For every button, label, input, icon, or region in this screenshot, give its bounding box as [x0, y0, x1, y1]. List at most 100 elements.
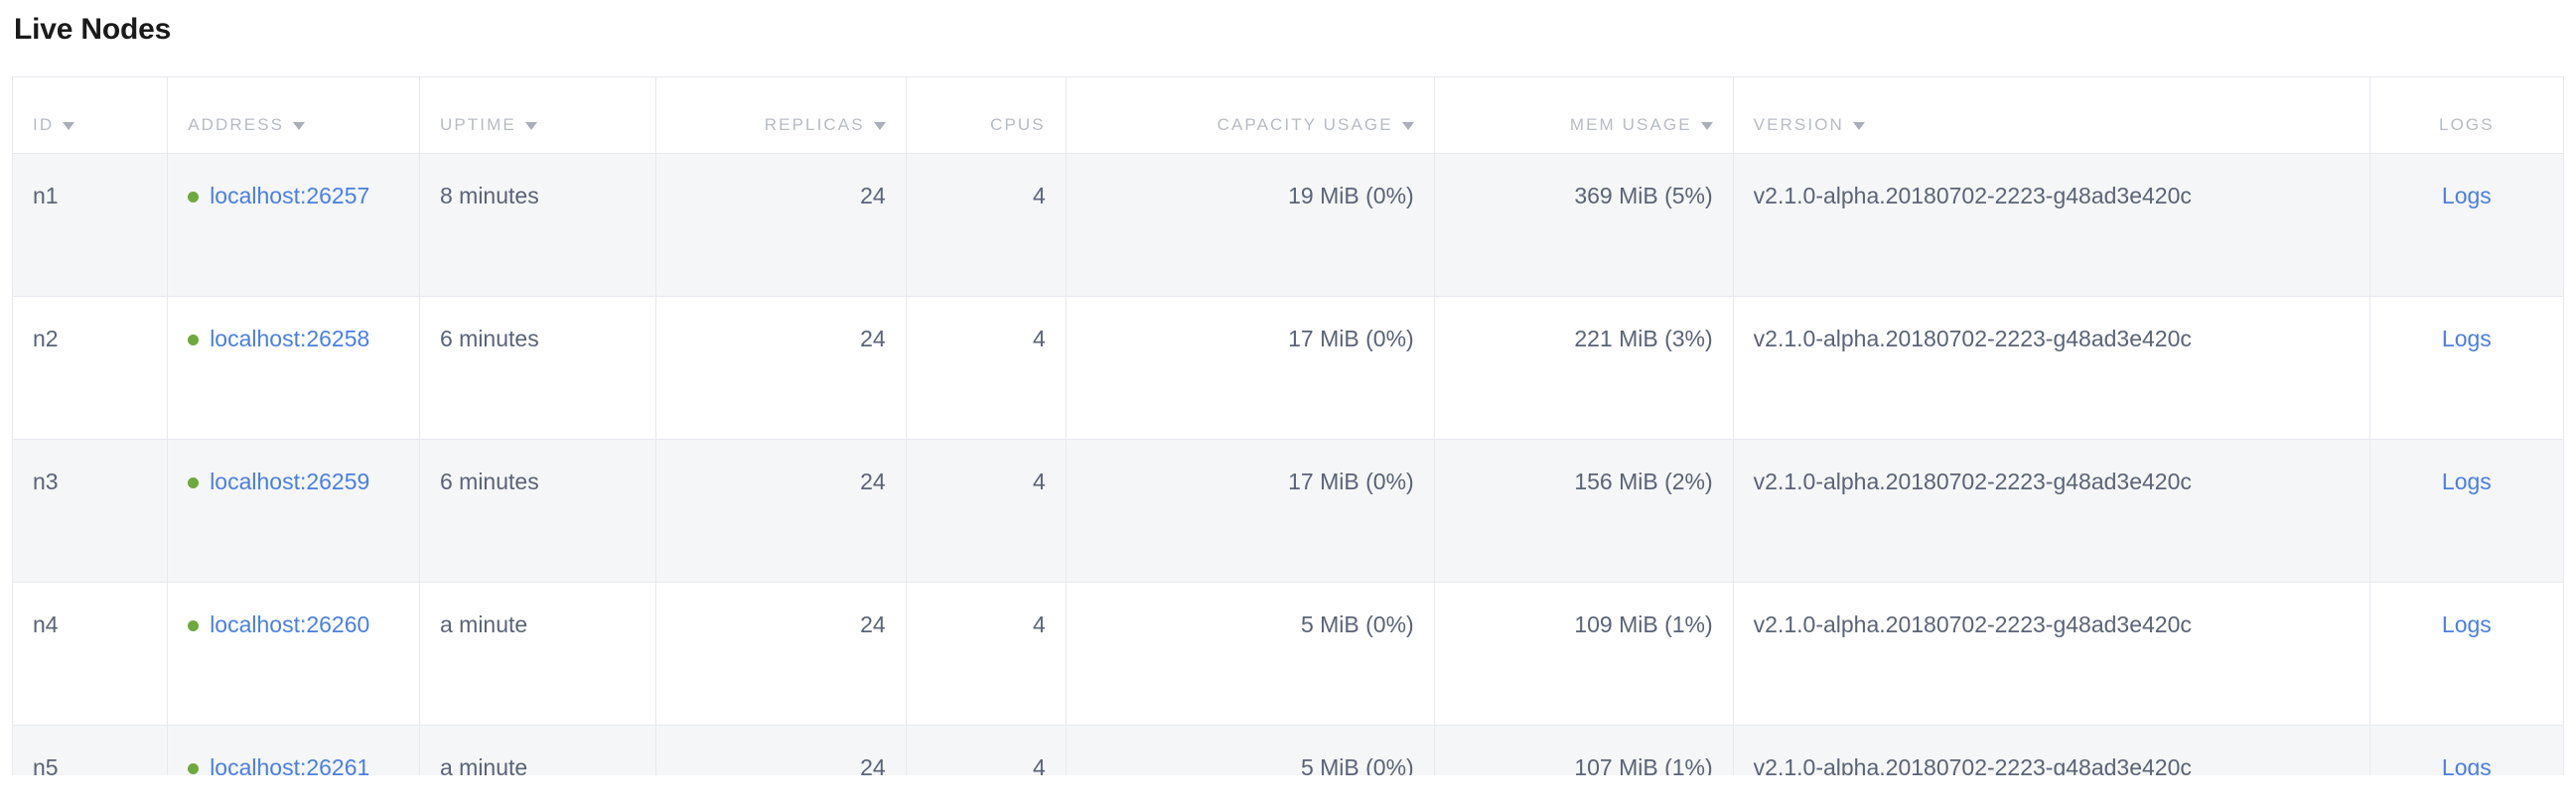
column-header-label: ID	[33, 115, 55, 134]
address-cell-content: localhost:26258	[188, 323, 399, 355]
cell-address[interactable]: localhost:26257	[167, 153, 420, 297]
node-address-link[interactable]: localhost:26261	[210, 753, 370, 776]
column-header-version[interactable]: VERSION	[1733, 77, 2370, 154]
address-cell-content: localhost:26260	[188, 609, 399, 641]
cell-uptime: 6 minutes	[419, 439, 656, 583]
cell-mem: 369 MiB (5%)	[1434, 153, 1734, 297]
node-logs-link[interactable]: Logs	[2441, 182, 2492, 208]
column-header-id[interactable]: ID	[12, 77, 169, 154]
table-body: n1 localhost:26257 8 minutes 24 4 19 MiB (0%)…	[12, 153, 2564, 776]
cell-replicas: 24	[655, 725, 907, 775]
cell-logs[interactable]: Logs	[2369, 439, 2564, 583]
address-cell-content: localhost:26257	[188, 180, 399, 212]
horizontal-scrollbar-track[interactable]	[12, 806, 2564, 812]
table-row[interactable]: n4 localhost:26260 a minute 24 4 5 MiB (0%) 10…	[12, 582, 2564, 726]
table-row[interactable]: n1 localhost:26257 8 minutes 24 4 19 MiB (0%)…	[12, 153, 2564, 297]
cell-cpus: 4	[906, 153, 1067, 297]
cell-cpus: 4	[906, 296, 1067, 440]
cell-mem: 109 MiB (1%)	[1434, 582, 1734, 726]
cell-version: v2.1.0-alpha.20180702-2223-g48ad3e420c	[1733, 439, 2370, 583]
table-row[interactable]: n5 localhost:26261 a minute 24 4 5 MiB (0%) 10…	[12, 725, 2564, 776]
cell-replicas: 24	[655, 153, 907, 297]
cell-cpus: 4	[906, 439, 1067, 583]
column-header-uptime[interactable]: UPTIME	[419, 77, 656, 154]
version-text: v2.1.0-alpha.20180702-2223-g48ad3e420c	[1753, 325, 2192, 351]
chevron-down-icon[interactable]	[293, 122, 306, 130]
cell-logs[interactable]: Logs	[2369, 725, 2564, 776]
cell-id: n5	[12, 725, 169, 775]
node-logs-link[interactable]: Logs	[2441, 468, 2492, 494]
cell-logs[interactable]: Logs	[2369, 582, 2564, 726]
node-address-link[interactable]: localhost:26260	[210, 610, 370, 637]
column-header-inner: ID	[33, 115, 75, 135]
table-row[interactable]: n2 localhost:26258 6 minutes 24 4 17 MiB (0%)…	[12, 296, 2564, 440]
column-header-inner: VERSION	[1754, 115, 1865, 135]
cell-id: n4	[12, 582, 169, 726]
status-dot-icon	[188, 334, 200, 345]
page-title: Live Nodes	[14, 13, 172, 46]
cell-version: v2.1.0-alpha.20180702-2223-g48ad3e420c	[1733, 725, 2370, 776]
node-address-link[interactable]: localhost:26259	[210, 468, 370, 494]
chevron-down-icon[interactable]	[1700, 122, 1713, 130]
table-row[interactable]: n3 localhost:26259 6 minutes 24 4 17 MiB (0%)…	[12, 439, 2564, 583]
cell-address[interactable]: localhost:26261	[167, 725, 420, 776]
column-header-inner: LOGS	[2439, 115, 2495, 135]
column-header-logs: LOGS	[2369, 77, 2564, 154]
cell-logs[interactable]: Logs	[2369, 153, 2564, 297]
cell-logs[interactable]: Logs	[2369, 296, 2564, 440]
live-nodes-table-scroll-container[interactable]: ID ADDRESS UPTIME REPLICAS CPUS CAPACITY USAG…	[12, 76, 2564, 775]
address-cell-content: localhost:26261	[188, 751, 399, 776]
column-header-label: REPLICAS	[764, 115, 865, 134]
cell-cpus: 4	[906, 725, 1067, 775]
table-header: ID ADDRESS UPTIME REPLICAS CPUS CAPACITY USAG…	[12, 77, 2564, 154]
column-header-label: LOGS	[2439, 115, 2495, 134]
column-header-label: VERSION	[1753, 115, 1844, 134]
cell-replicas: 24	[655, 439, 907, 583]
cell-mem: 156 MiB (2%)	[1434, 439, 1734, 583]
chevron-down-icon[interactable]	[1852, 122, 1865, 130]
chevron-down-icon[interactable]	[63, 122, 75, 130]
cell-version: v2.1.0-alpha.20180702-2223-g48ad3e420c	[1733, 582, 2370, 726]
cell-version: v2.1.0-alpha.20180702-2223-g48ad3e420c	[1733, 296, 2370, 440]
column-header-cpus: CPUS	[906, 77, 1067, 154]
column-header-label: MEM USAGE	[1569, 115, 1692, 134]
node-logs-link[interactable]: Logs	[2441, 325, 2492, 351]
cell-mem: 221 MiB (3%)	[1434, 296, 1734, 440]
column-header-replicas[interactable]: REPLICAS	[655, 77, 907, 154]
column-header-label: ADDRESS	[188, 115, 285, 134]
node-address-link[interactable]: localhost:26258	[210, 325, 370, 351]
column-header-address[interactable]: ADDRESS	[167, 77, 420, 154]
cell-capacity: 19 MiB (0%)	[1066, 153, 1435, 297]
cell-capacity: 17 MiB (0%)	[1066, 439, 1435, 583]
version-text: v2.1.0-alpha.20180702-2223-g48ad3e420c	[1753, 610, 2192, 637]
cell-id: n3	[12, 439, 169, 583]
cell-capacity: 5 MiB (0%)	[1066, 582, 1435, 726]
cell-address[interactable]: localhost:26259	[167, 439, 420, 583]
column-header-mem[interactable]: MEM USAGE	[1434, 77, 1734, 154]
node-logs-link[interactable]: Logs	[2441, 610, 2492, 637]
table-header-row: ID ADDRESS UPTIME REPLICAS CPUS CAPACITY USAG…	[12, 77, 2564, 154]
chevron-down-icon[interactable]	[873, 122, 886, 130]
chevron-down-icon[interactable]	[524, 122, 537, 130]
cell-uptime: 6 minutes	[419, 296, 656, 440]
cell-capacity: 17 MiB (0%)	[1066, 296, 1435, 440]
column-header-inner: MEM USAGE	[1570, 115, 1713, 135]
column-header-capacity[interactable]: CAPACITY USAGE	[1066, 77, 1435, 154]
status-dot-icon	[188, 762, 200, 774]
cell-uptime: 8 minutes	[419, 153, 656, 297]
cell-replicas: 24	[655, 296, 907, 440]
cell-address[interactable]: localhost:26260	[167, 582, 420, 726]
live-nodes-table: ID ADDRESS UPTIME REPLICAS CPUS CAPACITY USAG…	[12, 77, 2564, 775]
node-logs-link[interactable]: Logs	[2441, 753, 2492, 776]
version-text: v2.1.0-alpha.20180702-2223-g48ad3e420c	[1753, 182, 2192, 208]
column-header-inner: UPTIME	[440, 115, 537, 135]
cell-cpus: 4	[906, 582, 1067, 726]
chevron-down-icon[interactable]	[1401, 122, 1414, 130]
cell-uptime: a minute	[419, 582, 656, 726]
cell-id: n1	[12, 153, 169, 297]
version-text: v2.1.0-alpha.20180702-2223-g48ad3e420c	[1753, 468, 2192, 494]
node-address-link[interactable]: localhost:26257	[210, 182, 370, 208]
column-header-inner: ADDRESS	[188, 115, 306, 135]
version-text: v2.1.0-alpha.20180702-2223-g48ad3e420c	[1753, 753, 2192, 776]
cell-address[interactable]: localhost:26258	[167, 296, 420, 440]
